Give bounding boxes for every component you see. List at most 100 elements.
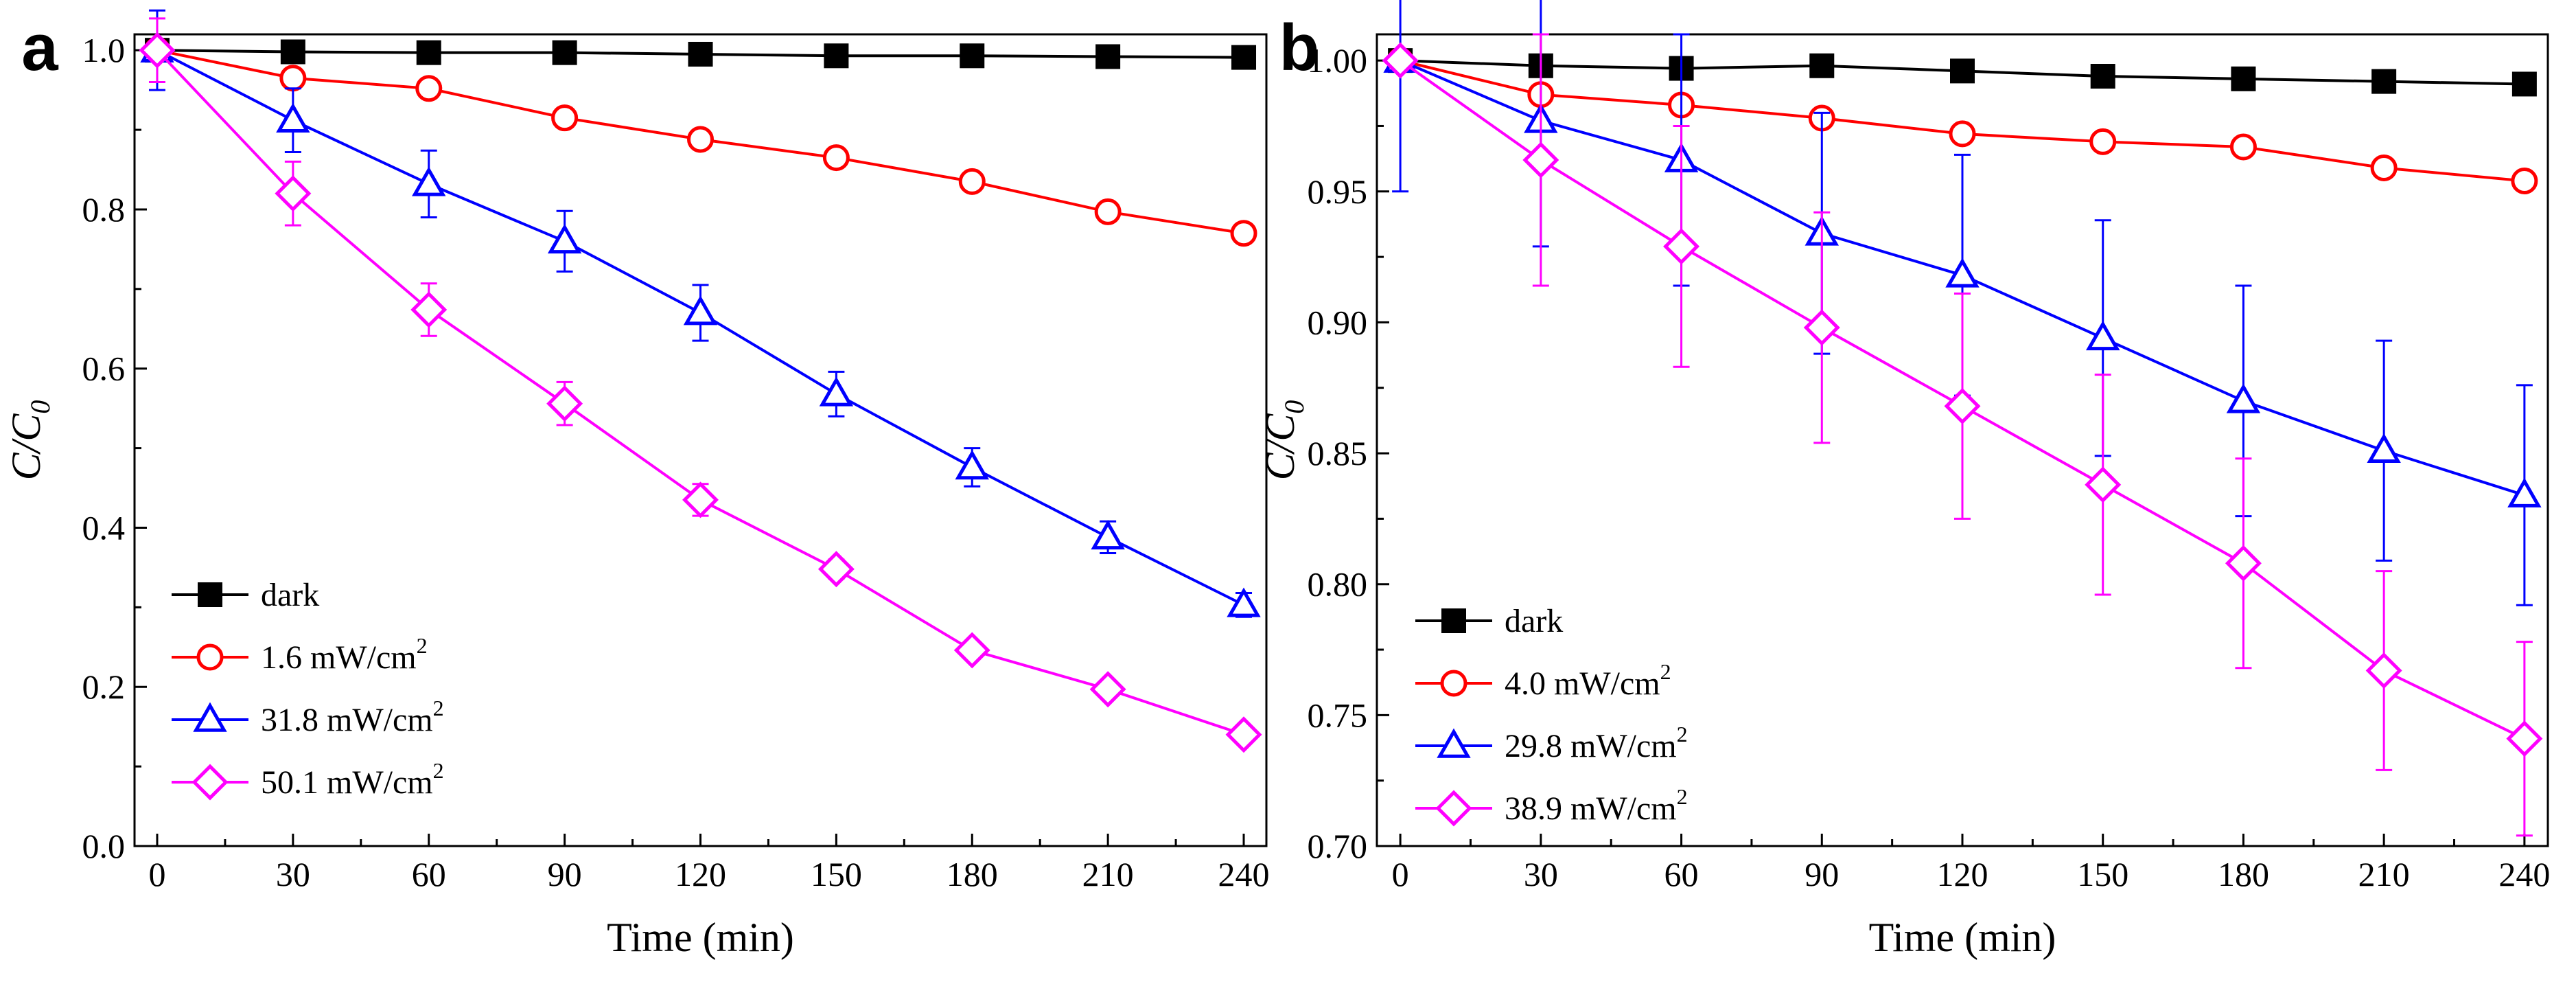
series-2	[143, 36, 1257, 247]
x-tick-label: 240	[2498, 855, 2550, 893]
data-point	[1382, 42, 1419, 79]
x-axis: 0 30 60 90 120 150 180 210 240	[148, 834, 1270, 893]
data-point	[1663, 228, 1700, 265]
data-point	[688, 41, 713, 67]
legend-label-text: dark	[261, 577, 319, 613]
data-point	[139, 32, 176, 69]
data-point	[2370, 154, 2398, 181]
data-point	[1809, 53, 1835, 78]
data-point	[276, 102, 310, 133]
legend-item: 50.1 mW/cm2	[172, 758, 444, 801]
data-point	[2225, 545, 2262, 582]
y-tick-label: 0.0	[82, 827, 126, 865]
data-point	[551, 104, 579, 132]
data-point	[2511, 168, 2538, 195]
x-tick-label: 240	[1218, 855, 1270, 893]
data-point	[1803, 309, 1840, 346]
legend-item: 4.0 mW/cm2	[1415, 659, 1671, 702]
data-point	[687, 126, 714, 153]
series-line	[156, 49, 1244, 736]
legend-marker	[1437, 728, 1471, 758]
data-point	[415, 75, 443, 102]
data-point	[2507, 477, 2542, 507]
legend-label: dark	[1505, 603, 1563, 639]
legend-item: dark	[172, 577, 319, 613]
y-axis-label: C/C0	[3, 400, 56, 481]
y-tick-label: 0.95	[1308, 172, 1368, 211]
legend-label-text: 1.6 mW/cm	[261, 639, 417, 676]
data-point	[547, 223, 582, 254]
legend-marker	[193, 702, 227, 732]
data-point	[2229, 133, 2257, 161]
data-point	[955, 449, 989, 480]
data-point	[1522, 141, 1559, 179]
y-axis-label-sub: 0	[25, 400, 56, 414]
y-tick-label: 0.70	[1308, 827, 1368, 865]
data-point	[2085, 466, 2122, 503]
data-point	[275, 175, 312, 212]
data-point	[416, 40, 441, 65]
legend-label: 4.0 mW/cm2	[1505, 659, 1671, 702]
legend-label-sup: 2	[1677, 784, 1688, 809]
data-point	[2231, 66, 2256, 91]
data-point	[2511, 71, 2537, 97]
y-tick-label: 0.8	[82, 190, 126, 229]
panel-a: a 0 30 60 90 120 150 180 210 240 0.0 0.2 0.4 0.6 0.8 1.…	[3, 9, 1270, 960]
x-tick-label: 0	[1392, 855, 1409, 893]
legend-label: 38.9 mW/cm2	[1505, 784, 1688, 827]
data-point	[2367, 433, 2401, 464]
legend-label-text: 38.9 mW/cm	[1505, 790, 1677, 827]
legend-label: 31.8 mW/cm2	[261, 696, 444, 738]
data-point	[2089, 128, 2117, 155]
data-point	[279, 65, 307, 92]
y-tick-label: 0.85	[1308, 434, 1368, 472]
legend-label-sup: 2	[1660, 659, 1671, 684]
y-axis: 0.0 0.2 0.4 0.6 0.8 1.0	[82, 31, 147, 865]
panel-label: b	[1279, 11, 1320, 84]
legend-label-text: 31.8 mW/cm	[261, 702, 433, 738]
y-axis-label: C/C0	[1257, 400, 1310, 481]
x-tick-label: 120	[1937, 855, 1988, 893]
data-point	[1091, 519, 1125, 550]
x-tick-label: 210	[2358, 855, 2410, 893]
data-point	[1944, 387, 1981, 424]
data-point	[2506, 720, 2543, 757]
data-point	[822, 144, 850, 172]
y-tick-label: 0.90	[1308, 303, 1368, 341]
legend-marker	[1440, 670, 1467, 697]
x-axis: 0 30 60 90 120 150 180 210 240	[1392, 834, 2550, 893]
data-point	[683, 295, 718, 326]
y-tick-label: 0.4	[82, 508, 126, 547]
x-tick-label: 30	[1524, 855, 1558, 893]
x-axis-label: Time (min)	[1869, 915, 2056, 960]
x-tick-label: 120	[675, 855, 726, 893]
data-point	[2090, 64, 2115, 89]
x-tick-label: 60	[412, 855, 446, 893]
y-tick-label: 0.80	[1308, 565, 1368, 604]
data-point	[958, 168, 986, 195]
data-point	[1094, 198, 1122, 225]
data-point	[817, 551, 855, 588]
series-1	[1388, 48, 2537, 97]
data-point	[546, 385, 583, 422]
data-point	[1230, 220, 1257, 247]
y-tick-label: 0.75	[1308, 696, 1368, 734]
legend-label-text: 50.1 mW/cm	[261, 764, 433, 801]
data-point	[960, 43, 985, 69]
x-tick-label: 90	[1805, 855, 1839, 893]
legend-label-text: 29.8 mW/cm	[1505, 728, 1677, 764]
data-point	[2365, 652, 2402, 689]
legend-marker	[192, 764, 229, 801]
x-axis-label: Time (min)	[607, 915, 794, 960]
data-point	[2371, 69, 2397, 94]
panel-b: b0 30 60 90 120 150 180 210 2400.700.750.800.850…	[1257, 0, 2550, 960]
x-tick-label: 150	[2077, 855, 2128, 893]
data-point	[1225, 716, 1262, 753]
data-point	[1945, 258, 1980, 288]
data-point	[2226, 383, 2261, 413]
legend-item: 31.8 mW/cm2	[172, 696, 444, 738]
legend-item: 29.8 mW/cm2	[1415, 722, 1688, 764]
